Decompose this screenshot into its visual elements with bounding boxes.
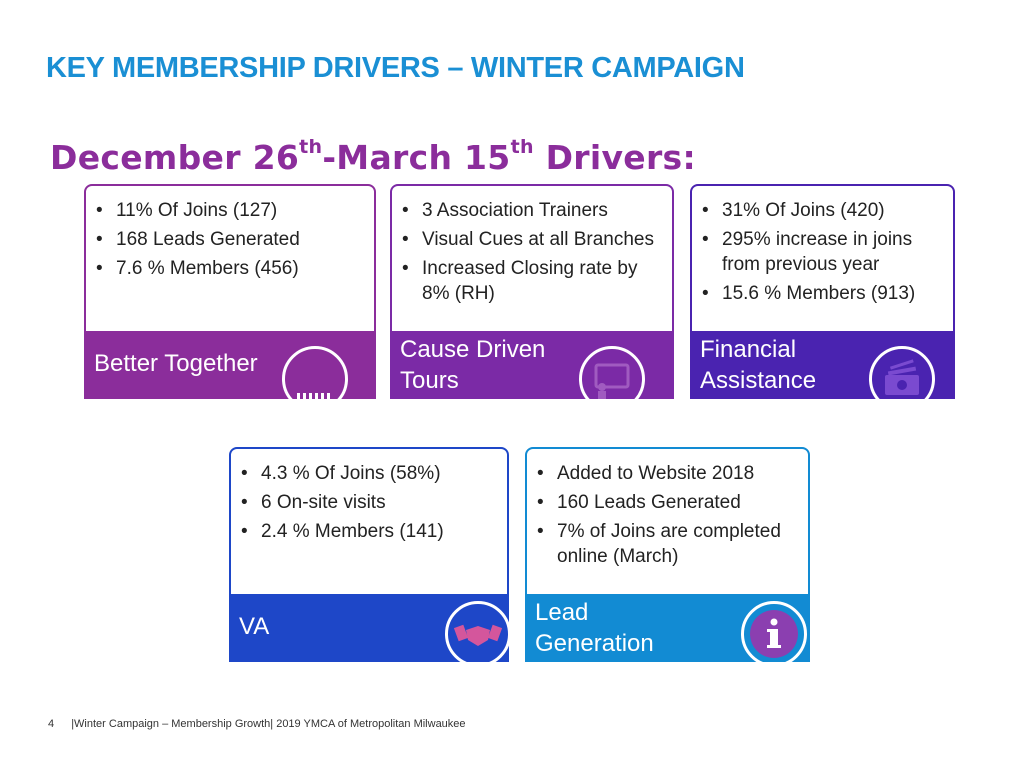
bullet-item: 160 Leads Generated: [533, 490, 802, 515]
bullet-list: 11% Of Joins (127) 168 Leads Generated 7…: [92, 198, 368, 285]
slide-subtitle: December 26th-March 15th Drivers:: [50, 136, 696, 177]
bullet-item: 7.6 % Members (456): [92, 256, 368, 281]
bullet-item: 168 Leads Generated: [92, 227, 368, 252]
bullet-item: 4.3 % Of Joins (58%): [237, 461, 501, 486]
grid-bars-icon: [282, 346, 348, 412]
handshake-icon: [445, 601, 511, 667]
bullet-item: 2.4 % Members (141): [237, 519, 501, 544]
bullet-item: 15.6 % Members (913): [698, 281, 947, 306]
bullet-item: Visual Cues at all Branches: [398, 227, 666, 252]
info-icon: [741, 601, 807, 667]
slide-footer: 4 |Winter Campaign – Membership Growth| …: [48, 718, 466, 730]
card-label: Lead Generation: [535, 599, 654, 657]
card-label: Financial Assistance: [700, 336, 817, 394]
bullet-list: 4.3 % Of Joins (58%) 6 On-site visits 2.…: [237, 461, 501, 548]
card-label: VA: [239, 613, 270, 640]
bullet-item: Added to Website 2018: [533, 461, 802, 486]
presentation-screen-icon: [579, 346, 645, 412]
card-financial-assistance: 31% Of Joins (420) 295% increase in join…: [690, 184, 955, 412]
bullet-item: 6 On-site visits: [237, 490, 501, 515]
bullet-list: 31% Of Joins (420) 295% increase in join…: [698, 198, 947, 310]
bullet-list: 3 Association Trainers Visual Cues at al…: [398, 198, 666, 310]
card-better-together: 11% Of Joins (127) 168 Leads Generated 7…: [84, 184, 376, 412]
money-bills-icon: [869, 346, 935, 412]
card-cause-driven-tours: 3 Association Trainers Visual Cues at al…: [390, 184, 674, 412]
card-label: Better Together: [94, 350, 258, 377]
bullet-item: 7% of Joins are completed online (March): [533, 519, 802, 569]
page-number: 4: [48, 718, 55, 730]
footer-text: |Winter Campaign – Membership Growth| 20…: [71, 718, 466, 730]
bullet-item: Increased Closing rate by 8% (RH): [398, 256, 666, 306]
card-va: 4.3 % Of Joins (58%) 6 On-site visits 2.…: [229, 447, 511, 667]
bullet-list: Added to Website 2018 160 Leads Generate…: [533, 461, 802, 573]
card-label: Cause Driven Tours: [400, 336, 546, 394]
bullet-item: 31% Of Joins (420): [698, 198, 947, 223]
bullet-item: 3 Association Trainers: [398, 198, 666, 223]
bullet-item: 11% Of Joins (127): [92, 198, 368, 223]
slide-title: KEY MEMBERSHIP DRIVERS – WINTER CAMPAIGN: [46, 52, 745, 84]
card-lead-generation: Added to Website 2018 160 Leads Generate…: [525, 447, 810, 667]
bullet-item: 295% increase in joins from previous yea…: [698, 227, 947, 277]
